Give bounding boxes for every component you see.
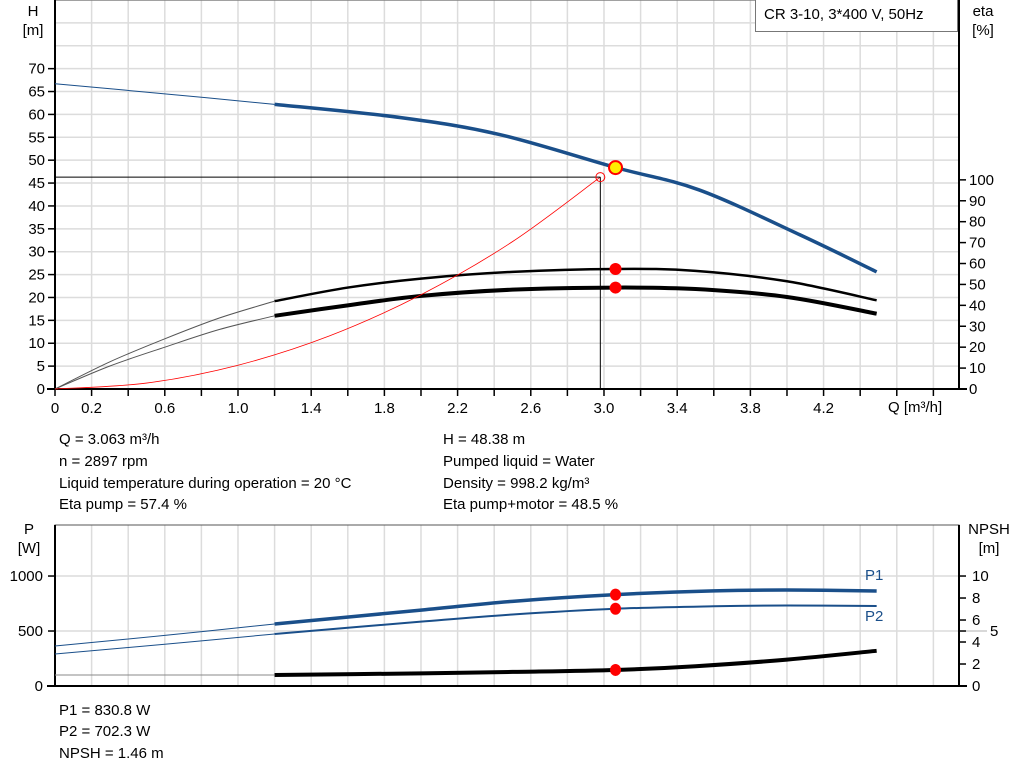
- eta-pump-motor-curve: [274, 285, 878, 318]
- eta-tick-label: 20: [969, 339, 986, 356]
- eta-tick-label: 40: [969, 297, 986, 314]
- p1-series-label: P1: [865, 567, 884, 584]
- h-axis-unit: [m]: [22, 22, 44, 39]
- p2-curve: [274, 604, 877, 635]
- h-tick-label: 65: [28, 84, 45, 101]
- npsh-axis-unit: [m]: [978, 540, 1000, 557]
- p-tick-label: 1000: [10, 568, 43, 585]
- npsh-tick-label: 8: [972, 590, 980, 607]
- x-tick-label: 3.8: [740, 400, 761, 417]
- eta-pump-curve-extrapolated: [54, 300, 275, 390]
- x-tick-label: 1.0: [228, 400, 249, 417]
- duty-point-marker: [608, 160, 624, 176]
- p2-curve-extrapolated: [54, 633, 275, 655]
- p-axis-unit: [W]: [17, 540, 41, 557]
- npsh-tick-label: 6: [972, 612, 980, 629]
- eta-tick-label: 50: [969, 276, 986, 293]
- eta-pump-motor-curve-extrapolated: [54, 315, 275, 390]
- npsh-axis-name: NPSH: [968, 521, 1010, 538]
- eta-axis-unit: [%]: [972, 22, 994, 39]
- h-tick-label: 70: [28, 61, 45, 78]
- h-tick-label: 50: [28, 152, 45, 169]
- eta-tick-label: 0: [969, 381, 977, 398]
- p1-point-marker: [610, 588, 622, 601]
- x-tick-label: 3.0: [594, 400, 615, 417]
- x-tick-label: 0: [51, 400, 59, 417]
- h-tick-label: 40: [28, 198, 45, 215]
- eta-tick-label: 10: [969, 360, 986, 377]
- eta-point-marker: [609, 262, 622, 275]
- x-tick-label: 2.2: [447, 400, 468, 417]
- info-liquid: Pumped liquid = Water: [443, 453, 595, 470]
- info-p2: P2 = 702.3 W: [59, 723, 151, 740]
- npsh-tick-label: 10: [972, 568, 989, 585]
- eta-tick-label: 80: [969, 214, 986, 231]
- info-p1: P1 = 830.8 W: [59, 702, 151, 719]
- x-tick-label: 0.2: [81, 400, 102, 417]
- info-eta-pump: Eta pump = 57.4 %: [59, 496, 187, 513]
- eta-pump-curve: [274, 267, 877, 303]
- pump-title: CR 3-10, 3*400 V, 50Hz: [755, 0, 958, 32]
- h-axis-label: H [m]: [18, 2, 48, 40]
- h-tick-label: 60: [28, 106, 45, 123]
- eta-axis-name: eta: [972, 3, 994, 20]
- x-tick-label: 2.6: [520, 400, 541, 417]
- npsh-tick-label: 2: [972, 656, 980, 673]
- x-tick-label: 0.6: [154, 400, 175, 417]
- info-flow: Q = 3.063 m³/h: [59, 431, 160, 448]
- x-tick-label: 4.2: [813, 400, 834, 417]
- info-speed: n = 2897 rpm: [59, 453, 148, 470]
- p-axis-name: P: [23, 521, 34, 538]
- requested-point-marker: [595, 172, 606, 183]
- h-tick-label: 35: [28, 221, 45, 238]
- h-tick-label: 5: [37, 358, 45, 375]
- eta-tick-label: 60: [969, 256, 986, 273]
- npsh-tick-label: 0: [972, 678, 980, 695]
- eta-axis-label: eta [%]: [964, 2, 1002, 40]
- info-eta-pump-motor: Eta pump+motor = 48.5 %: [443, 496, 619, 513]
- head-curve-extrapolated: [54, 83, 275, 105]
- h-axis-name: H: [27, 3, 39, 20]
- eta-point-marker: [609, 281, 622, 294]
- p1-curve-extrapolated: [54, 623, 275, 647]
- info-temperature: Liquid temperature during operation = 20…: [59, 475, 352, 492]
- x-tick-label: 3.4: [667, 400, 688, 417]
- h-tick-label: 25: [28, 267, 45, 284]
- p-tick-label: 500: [18, 623, 43, 640]
- eta-tick-label: 70: [969, 235, 986, 252]
- npsh-axis-label: NPSH [m]: [964, 520, 1014, 558]
- eta-tick-label: 100: [969, 172, 994, 189]
- info-density: Density = 998.2 kg/m³: [443, 475, 590, 492]
- x-tick-label: 1.4: [301, 400, 322, 417]
- system-curve: [54, 176, 601, 390]
- npsh-curve: [274, 648, 877, 678]
- npsh-tick-label: 5: [990, 623, 998, 640]
- h-tick-label: 15: [28, 312, 45, 329]
- h-tick-label: 10: [28, 335, 45, 352]
- q-axis-label: Q [m³/h]: [888, 399, 943, 416]
- info-head: H = 48.38 m: [443, 431, 526, 448]
- p-tick-label: 0: [35, 678, 43, 695]
- info-npsh: NPSH = 1.46 m: [59, 745, 164, 762]
- npsh-point-marker: [610, 663, 622, 676]
- p-axis-label: P [W]: [14, 520, 44, 558]
- h-tick-label: 45: [28, 175, 45, 192]
- npsh-tick-label: 4: [972, 634, 980, 651]
- h-tick-label: 20: [28, 289, 45, 306]
- eta-tick-label: 30: [969, 318, 986, 335]
- eta-tick-label: 90: [969, 193, 986, 210]
- x-tick-label: 1.8: [374, 400, 395, 417]
- p1-curve: [274, 588, 877, 626]
- h-tick-label: 0: [37, 381, 45, 398]
- h-tick-label: 30: [28, 244, 45, 261]
- h-tick-label: 55: [28, 129, 45, 146]
- p2-series-label: P2: [865, 608, 884, 625]
- p2-point-marker: [610, 602, 622, 615]
